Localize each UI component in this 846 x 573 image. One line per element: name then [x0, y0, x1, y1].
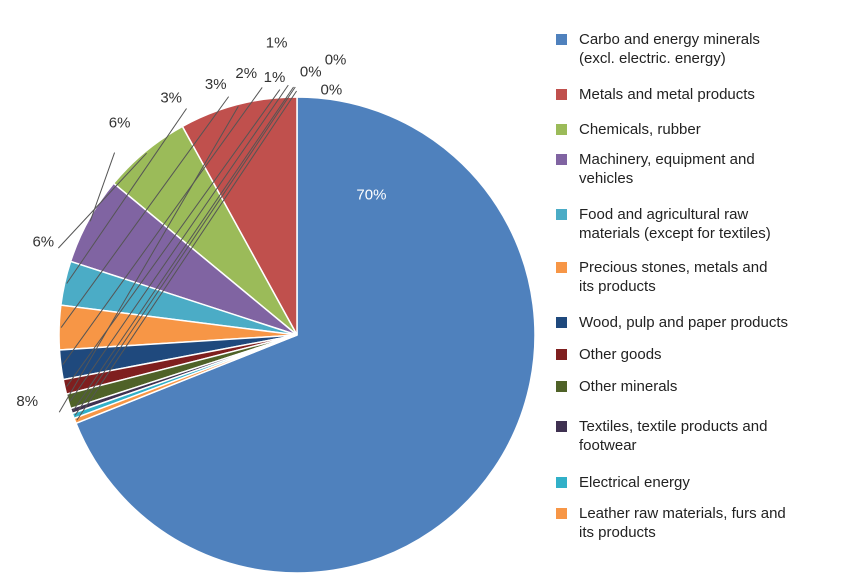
data-label: 2% [235, 65, 257, 82]
legend-swatch [556, 508, 567, 519]
legend-label: Machinery, equipment and vehicles [579, 151, 755, 187]
legend-swatch [556, 124, 567, 135]
leader-line [60, 96, 230, 328]
data-label: 1% [264, 69, 286, 86]
legend-swatch [556, 262, 567, 273]
data-label: 0% [300, 63, 322, 80]
legend-swatch [556, 317, 567, 328]
data-label: 3% [160, 89, 182, 106]
leader-line [76, 90, 297, 421]
legend-item-precious-stones: Precious stones, metals and its products [556, 258, 841, 296]
legend-swatch [556, 89, 567, 100]
leader-line [89, 152, 116, 222]
legend-swatch [556, 381, 567, 392]
legend-label: Chemicals, rubber [579, 121, 701, 138]
pie-slices [58, 96, 536, 573]
legend-label: Other goods [579, 346, 662, 363]
pie-slice [73, 334, 298, 425]
legend-swatch [556, 477, 567, 488]
legend-label: Other minerals [579, 378, 678, 395]
legend-item-electrical-energy: Electrical energy [556, 473, 841, 492]
leader-line [58, 106, 239, 413]
leader-line [66, 108, 187, 284]
legend-label: Wood, pulp and paper products [579, 314, 789, 331]
leader-lines [57, 84, 297, 421]
leader-line [57, 152, 147, 249]
data-label: 6% [109, 115, 131, 132]
leader-line [72, 86, 294, 411]
legend-item-wood-pulp-paper: Wood, pulp and paper products [556, 313, 841, 332]
data-label: 0% [321, 81, 343, 98]
legend-label: Textiles, textile products and footwear [579, 418, 768, 454]
legend-label: Electrical energy [579, 474, 690, 491]
legend-label: Food and agricultural raw materials (exc… [579, 206, 771, 242]
legend-item-chemicals: Chemicals, rubber [556, 120, 841, 139]
data-label: 6% [32, 234, 54, 251]
legend-swatch [556, 209, 567, 220]
legend-item-metals: Metals and metal products [556, 85, 841, 104]
legend-label: Precious stones, metals and its products [579, 259, 768, 295]
legend-item-leather: Leather raw materials, furs and its prod… [556, 504, 841, 542]
data-labels: 70%8%6%6%3%3%2% 1%1%0%0%0% [16, 35, 386, 411]
legend-swatch [556, 349, 567, 360]
legend-swatch [556, 421, 567, 432]
legend-swatch [556, 154, 567, 165]
data-label: 0% [325, 52, 347, 69]
legend-item-other-minerals: Other minerals [556, 377, 841, 396]
data-label: 70% [356, 187, 386, 204]
legend-swatch [556, 34, 567, 45]
legend-item-food-agricultural: Food and agricultural raw materials (exc… [556, 205, 841, 243]
data-label: 3% [205, 76, 227, 93]
legend-item-machinery: Machinery, equipment and vehicles [556, 150, 841, 188]
leader-line [66, 89, 281, 387]
legend-label: Metals and metal products [579, 86, 755, 103]
legend-item-other-goods: Other goods [556, 345, 841, 364]
leader-line [62, 87, 263, 365]
legend-label: Leather raw materials, furs and its prod… [579, 505, 786, 541]
data-label: 1% [266, 35, 288, 52]
data-label: 8% [16, 393, 38, 410]
legend-item-textiles: Textiles, textile products and footwear [556, 417, 841, 455]
leader-line [74, 86, 296, 416]
legend-item-carbo-energy-minerals: Carbo and energy minerals (excl. electri… [556, 30, 841, 68]
legend-label: Carbo and energy minerals (excl. electri… [579, 31, 760, 67]
leader-line [69, 84, 289, 402]
pie-slice [75, 96, 536, 573]
